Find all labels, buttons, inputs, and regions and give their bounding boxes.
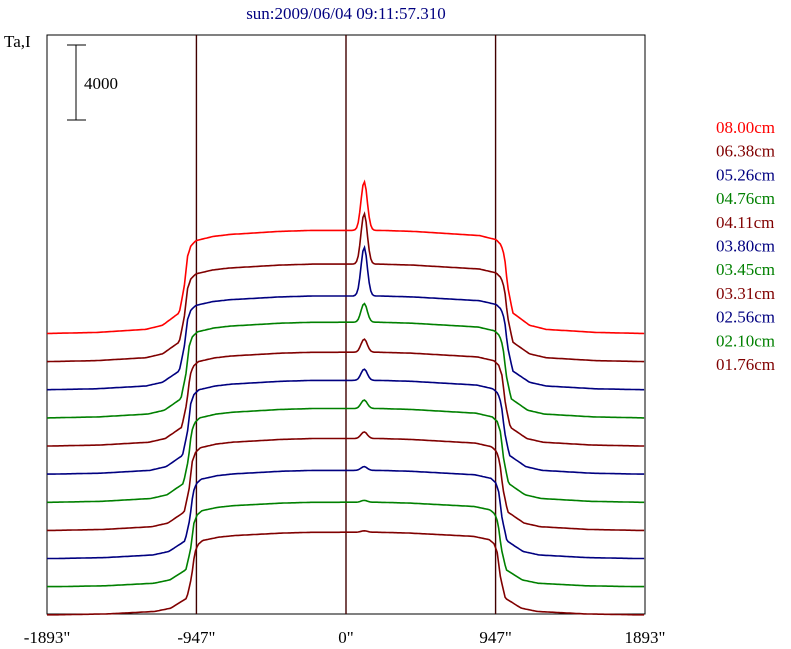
chart-title: sun:2009/06/04 09:11:57.310 [246, 4, 446, 23]
series-line-08.00cm [46, 179, 645, 335]
series-line-05.26cm [47, 244, 645, 391]
legend-item-03.31cm: 03.31cm [716, 284, 775, 303]
series-line-04.76cm [47, 302, 645, 419]
series-line-02.56cm [47, 465, 645, 560]
legend-item-05.26cm: 05.26cm [716, 165, 775, 184]
legend-item-06.38cm: 06.38cm [716, 142, 775, 161]
series-line-03.31cm [47, 431, 645, 532]
legend-item-03.80cm: 03.80cm [716, 237, 775, 256]
legend-item-04.11cm: 04.11cm [716, 213, 774, 232]
series-line-04.11cm [47, 338, 645, 447]
legend-item-01.76cm: 01.76cm [716, 355, 775, 374]
x-tick-label-1: -1893" [24, 628, 71, 647]
legend: 08.00cm 06.38cm 05.26cm 04.76cm 04.11cm 03.80… [716, 118, 775, 374]
legend-item-08.00cm: 08.00cm [716, 118, 775, 137]
legend-item-04.76cm: 04.76cm [716, 189, 775, 208]
y-axis-label: Ta,I [4, 32, 31, 51]
series-line-02.10cm [47, 499, 645, 588]
legend-item-03.45cm: 03.45cm [716, 260, 775, 279]
x-tick-label-2: -947" [177, 628, 215, 647]
x-tick-label-3: 0" [338, 628, 353, 647]
series-line-01.76cm [47, 529, 645, 616]
legend-item-02.56cm: 02.56cm [716, 308, 775, 327]
x-tick-label-4: 947" [479, 628, 511, 647]
profile-series [46, 179, 645, 616]
scale-bar-label: 4000 [84, 74, 118, 93]
x-axis-ticks: -1893" -947" 0" 947" 1893" [24, 628, 666, 647]
series-line-06.38cm [47, 211, 645, 363]
limb-markers [195, 35, 497, 614]
series-line-03.80cm [47, 368, 645, 475]
series-line-03.45cm [47, 399, 645, 504]
x-tick-label-5: 1893" [625, 628, 666, 647]
intensity-scale-bar: 4000 [67, 44, 118, 121]
legend-item-02.10cm: 02.10cm [716, 331, 775, 350]
